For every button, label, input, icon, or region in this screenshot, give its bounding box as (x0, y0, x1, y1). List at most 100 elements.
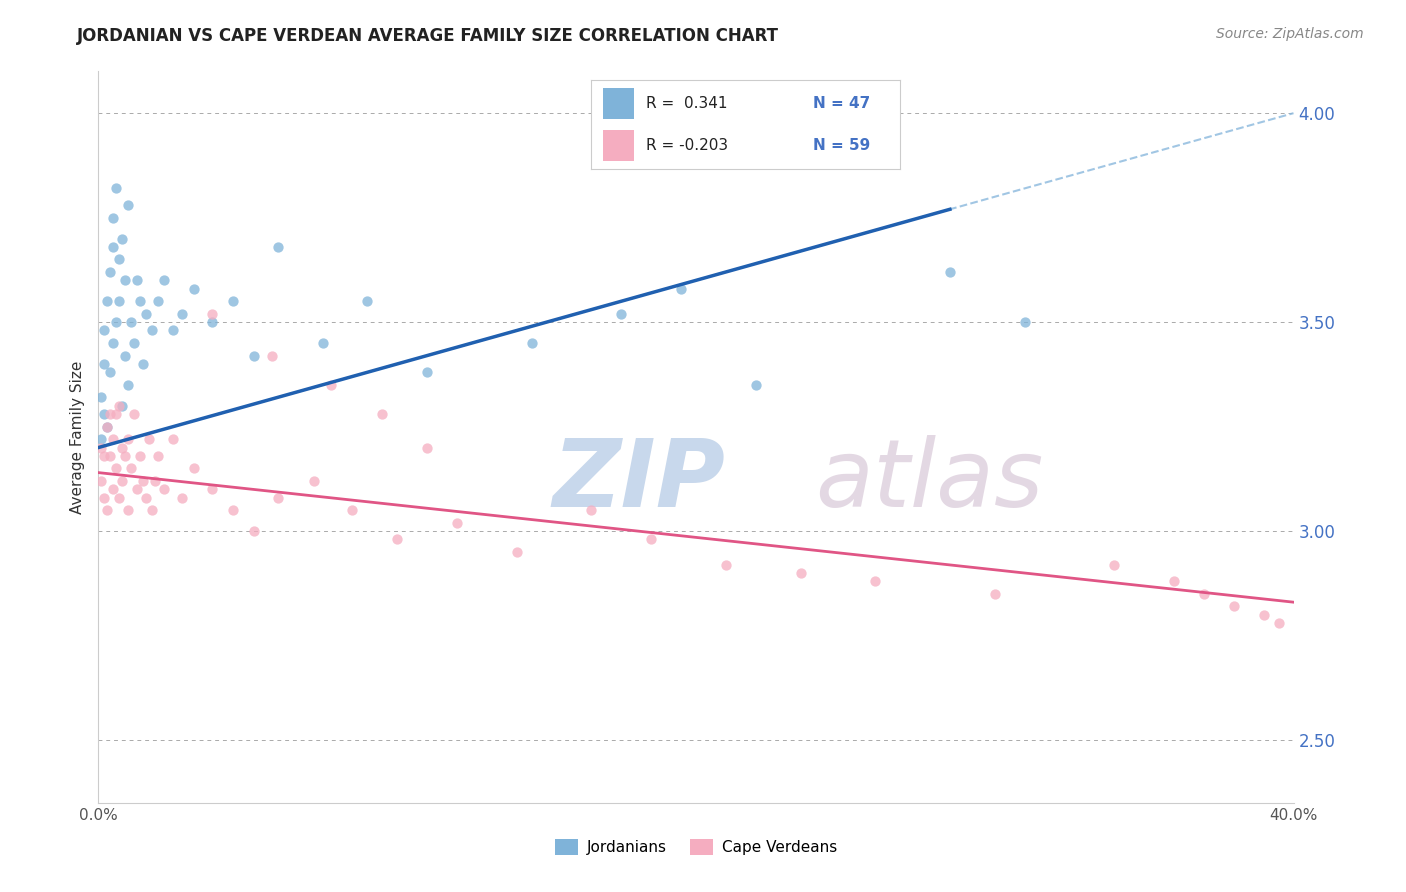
Point (1192, 587, 1215, 601)
Point (105, 181, 128, 195)
Point (135, 307, 157, 321)
Point (302, 474, 325, 488)
Point (93, 449, 115, 463)
Point (114, 273, 136, 287)
Point (129, 449, 152, 463)
Legend: Jordanians, Cape Verdeans: Jordanians, Cape Verdeans (548, 833, 844, 861)
Point (93, 324, 115, 338)
Point (581, 503, 603, 517)
Point (1104, 558, 1126, 572)
Point (93, 407, 115, 421)
Point (108, 399, 131, 413)
Point (124, 407, 146, 421)
Point (183, 282, 205, 296)
Point (148, 294, 170, 309)
Point (939, 265, 962, 279)
Point (243, 524, 266, 538)
Point (148, 449, 170, 463)
Point (108, 252, 131, 267)
Point (183, 461, 205, 475)
Point (103, 211, 125, 225)
Point (105, 461, 128, 475)
Point (114, 349, 136, 363)
Point (96, 419, 118, 434)
Text: atlas: atlas (815, 435, 1043, 526)
Bar (603, 88, 634, 119)
Point (789, 566, 811, 580)
Point (267, 491, 290, 505)
Point (865, 574, 887, 589)
Point (90, 390, 112, 404)
Point (610, 307, 633, 321)
Point (1223, 599, 1246, 614)
Point (446, 516, 468, 530)
Point (103, 432, 125, 446)
Point (111, 231, 134, 245)
Point (416, 441, 439, 455)
Point (201, 483, 224, 497)
Point (105, 407, 128, 421)
Point (98, 407, 122, 421)
Point (117, 432, 139, 446)
Point (1253, 607, 1275, 622)
Point (1267, 616, 1289, 631)
Point (321, 377, 343, 392)
Point (342, 503, 364, 517)
Text: R =  0.341: R = 0.341 (647, 96, 728, 111)
Point (90, 441, 112, 455)
Point (172, 307, 194, 321)
Point (640, 533, 662, 547)
Point (108, 491, 131, 505)
Point (153, 483, 176, 497)
Point (1163, 574, 1185, 589)
Point (135, 491, 157, 505)
Point (103, 336, 125, 351)
Point (416, 365, 439, 379)
Point (669, 282, 692, 296)
Point (243, 349, 266, 363)
Point (124, 336, 146, 351)
Point (103, 240, 125, 254)
Point (117, 198, 139, 212)
Point (141, 503, 163, 517)
Text: N = 59: N = 59 (813, 138, 870, 153)
Point (201, 315, 224, 329)
Point (96, 503, 118, 517)
Point (714, 558, 737, 572)
Point (103, 483, 125, 497)
Point (111, 399, 134, 413)
Point (138, 432, 160, 446)
Point (260, 349, 283, 363)
Point (520, 336, 543, 351)
Point (93, 357, 115, 371)
Point (90, 474, 112, 488)
Point (98, 265, 122, 279)
Point (129, 294, 152, 309)
Point (98, 365, 122, 379)
Point (172, 491, 194, 505)
Point (96, 294, 118, 309)
Point (222, 294, 245, 309)
Point (141, 324, 163, 338)
Text: N = 47: N = 47 (813, 96, 870, 111)
Point (120, 461, 142, 475)
Point (117, 503, 139, 517)
Point (506, 545, 529, 559)
Y-axis label: Average Family Size: Average Family Size (70, 360, 86, 514)
Point (127, 483, 149, 497)
Point (132, 474, 155, 488)
Text: JORDANIAN VS CAPE VERDEAN AVERAGE FAMILY SIZE CORRELATION CHART: JORDANIAN VS CAPE VERDEAN AVERAGE FAMILY… (77, 27, 779, 45)
Point (111, 474, 134, 488)
Point (201, 307, 224, 321)
Point (143, 474, 166, 488)
Text: Source: ZipAtlas.com: Source: ZipAtlas.com (1216, 27, 1364, 41)
Point (385, 533, 409, 547)
Point (120, 315, 142, 329)
Point (93, 491, 115, 505)
Point (96, 419, 118, 434)
Point (162, 432, 184, 446)
Point (111, 441, 134, 455)
Point (267, 240, 290, 254)
Point (984, 587, 1007, 601)
Point (745, 377, 768, 392)
